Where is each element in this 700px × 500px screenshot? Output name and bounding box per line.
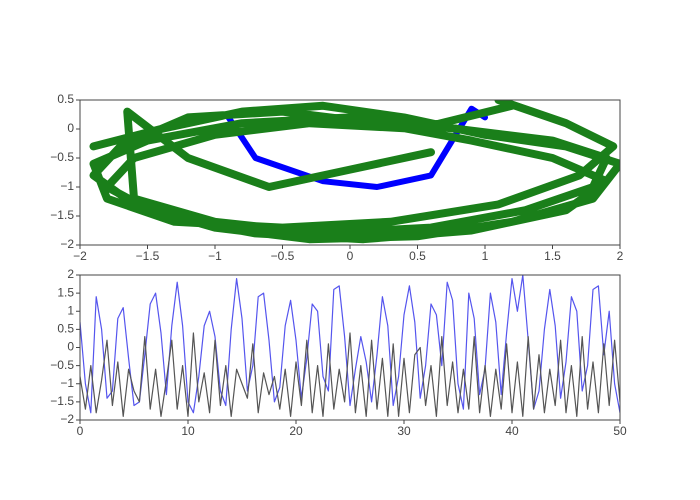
y-tick-label: 0.5 [57,92,74,106]
y-tick-label: 1.5 [57,285,74,299]
y-tick-label: −0.5 [50,358,74,372]
y-tick-label: −1.5 [50,208,74,222]
y-tick-label: −1 [60,376,74,390]
y-tick-label: −1 [60,179,74,193]
x-tick-label: 20 [289,424,303,438]
y-tick-label: −1.5 [50,394,74,408]
y-tick-label: 0 [67,340,74,354]
x-tick-label: 0.5 [409,249,426,263]
x-tick-label: 10 [181,424,195,438]
y-tick-label: −2 [60,412,74,426]
x-tick-label: 1 [482,249,489,263]
x-tick-label: −2 [73,249,87,263]
x-tick-label: 0 [77,424,84,438]
plot-area [89,100,620,244]
data-line [225,105,488,190]
y-tick-label: −0.5 [50,150,74,164]
y-tick-label: 1 [67,303,74,317]
y-tick-label: 2 [67,267,74,281]
x-tick-label: 50 [613,424,627,438]
y-tick-label: 0.5 [57,322,74,336]
x-tick-label: 2 [617,249,624,263]
data-line [80,332,620,417]
data-line [89,100,620,244]
y-tick-label: −2 [60,237,74,251]
x-tick-label: 1.5 [544,249,561,263]
x-tick-label: 30 [397,424,411,438]
x-tick-label: −0.5 [271,249,295,263]
plot-area [80,275,620,417]
x-tick-label: 40 [505,424,519,438]
x-tick-label: −1.5 [136,249,160,263]
x-tick-label: 0 [347,249,354,263]
y-tick-label: 0 [67,121,74,135]
x-tick-label: −1 [208,249,222,263]
